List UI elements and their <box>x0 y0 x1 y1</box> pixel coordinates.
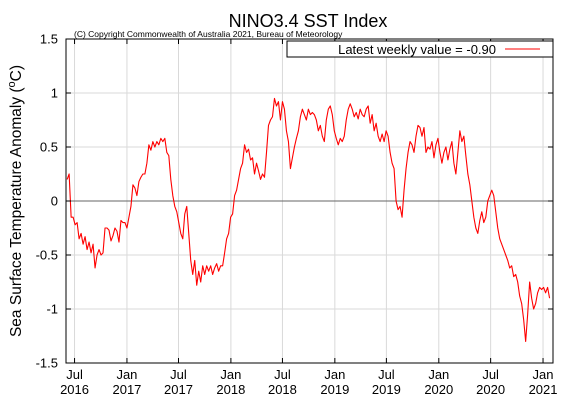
y-tick-label: 1 <box>51 86 58 101</box>
legend-box <box>286 40 554 58</box>
x-tick-month: Jul <box>378 367 395 382</box>
x-tick-month: Jul <box>66 367 83 382</box>
y-tick-label: -0.5 <box>36 248 58 263</box>
x-tick-year: 2019 <box>320 382 349 397</box>
legend-label: Latest weekly value = -0.90 <box>338 42 496 57</box>
x-tick-month: Jan <box>533 367 554 382</box>
y-axis-label: Sea Surface Temperature Anomaly (oC) <box>6 65 25 337</box>
x-tick-month: Jan <box>324 367 345 382</box>
x-tick-month: Jan <box>116 367 137 382</box>
chart-subtitle: (C) Copyright Commonwealth of Australia … <box>74 29 343 39</box>
y-tick-label: 0.5 <box>40 140 58 155</box>
x-tick-month: Jul <box>482 367 499 382</box>
x-tick-year: 2021 <box>529 382 558 397</box>
y-axis: 1.5 1 0.5 0 -0.5 -1 -1.5 <box>36 32 553 371</box>
legend: Latest weekly value = -0.90 <box>286 40 554 58</box>
series-layer <box>66 97 551 342</box>
y-tick-label: 1.5 <box>40 32 58 47</box>
x-axis: Jul2016Jan2017Jul2017Jan2018Jul2018Jan20… <box>60 39 557 397</box>
x-tick-year: 2017 <box>164 382 193 397</box>
x-tick-year: 2020 <box>424 382 453 397</box>
x-tick-year: 2017 <box>112 382 141 397</box>
y-tick-label: 0 <box>51 194 58 209</box>
x-tick-month: Jul <box>170 367 187 382</box>
x-tick-year: 2020 <box>476 382 505 397</box>
x-tick-year: 2018 <box>268 382 297 397</box>
x-tick-month: Jul <box>274 367 291 382</box>
series-line <box>66 97 551 342</box>
x-tick-year: 2016 <box>60 382 89 397</box>
x-tick-year: 2018 <box>216 382 245 397</box>
x-tick-month: Jan <box>220 367 241 382</box>
y-tick-label: -1.5 <box>36 356 58 371</box>
x-tick-year: 2019 <box>372 382 401 397</box>
x-tick-month: Jan <box>428 367 449 382</box>
chart-title: NINO3.4 SST Index <box>229 11 388 31</box>
y-tick-label: -1 <box>46 302 58 317</box>
